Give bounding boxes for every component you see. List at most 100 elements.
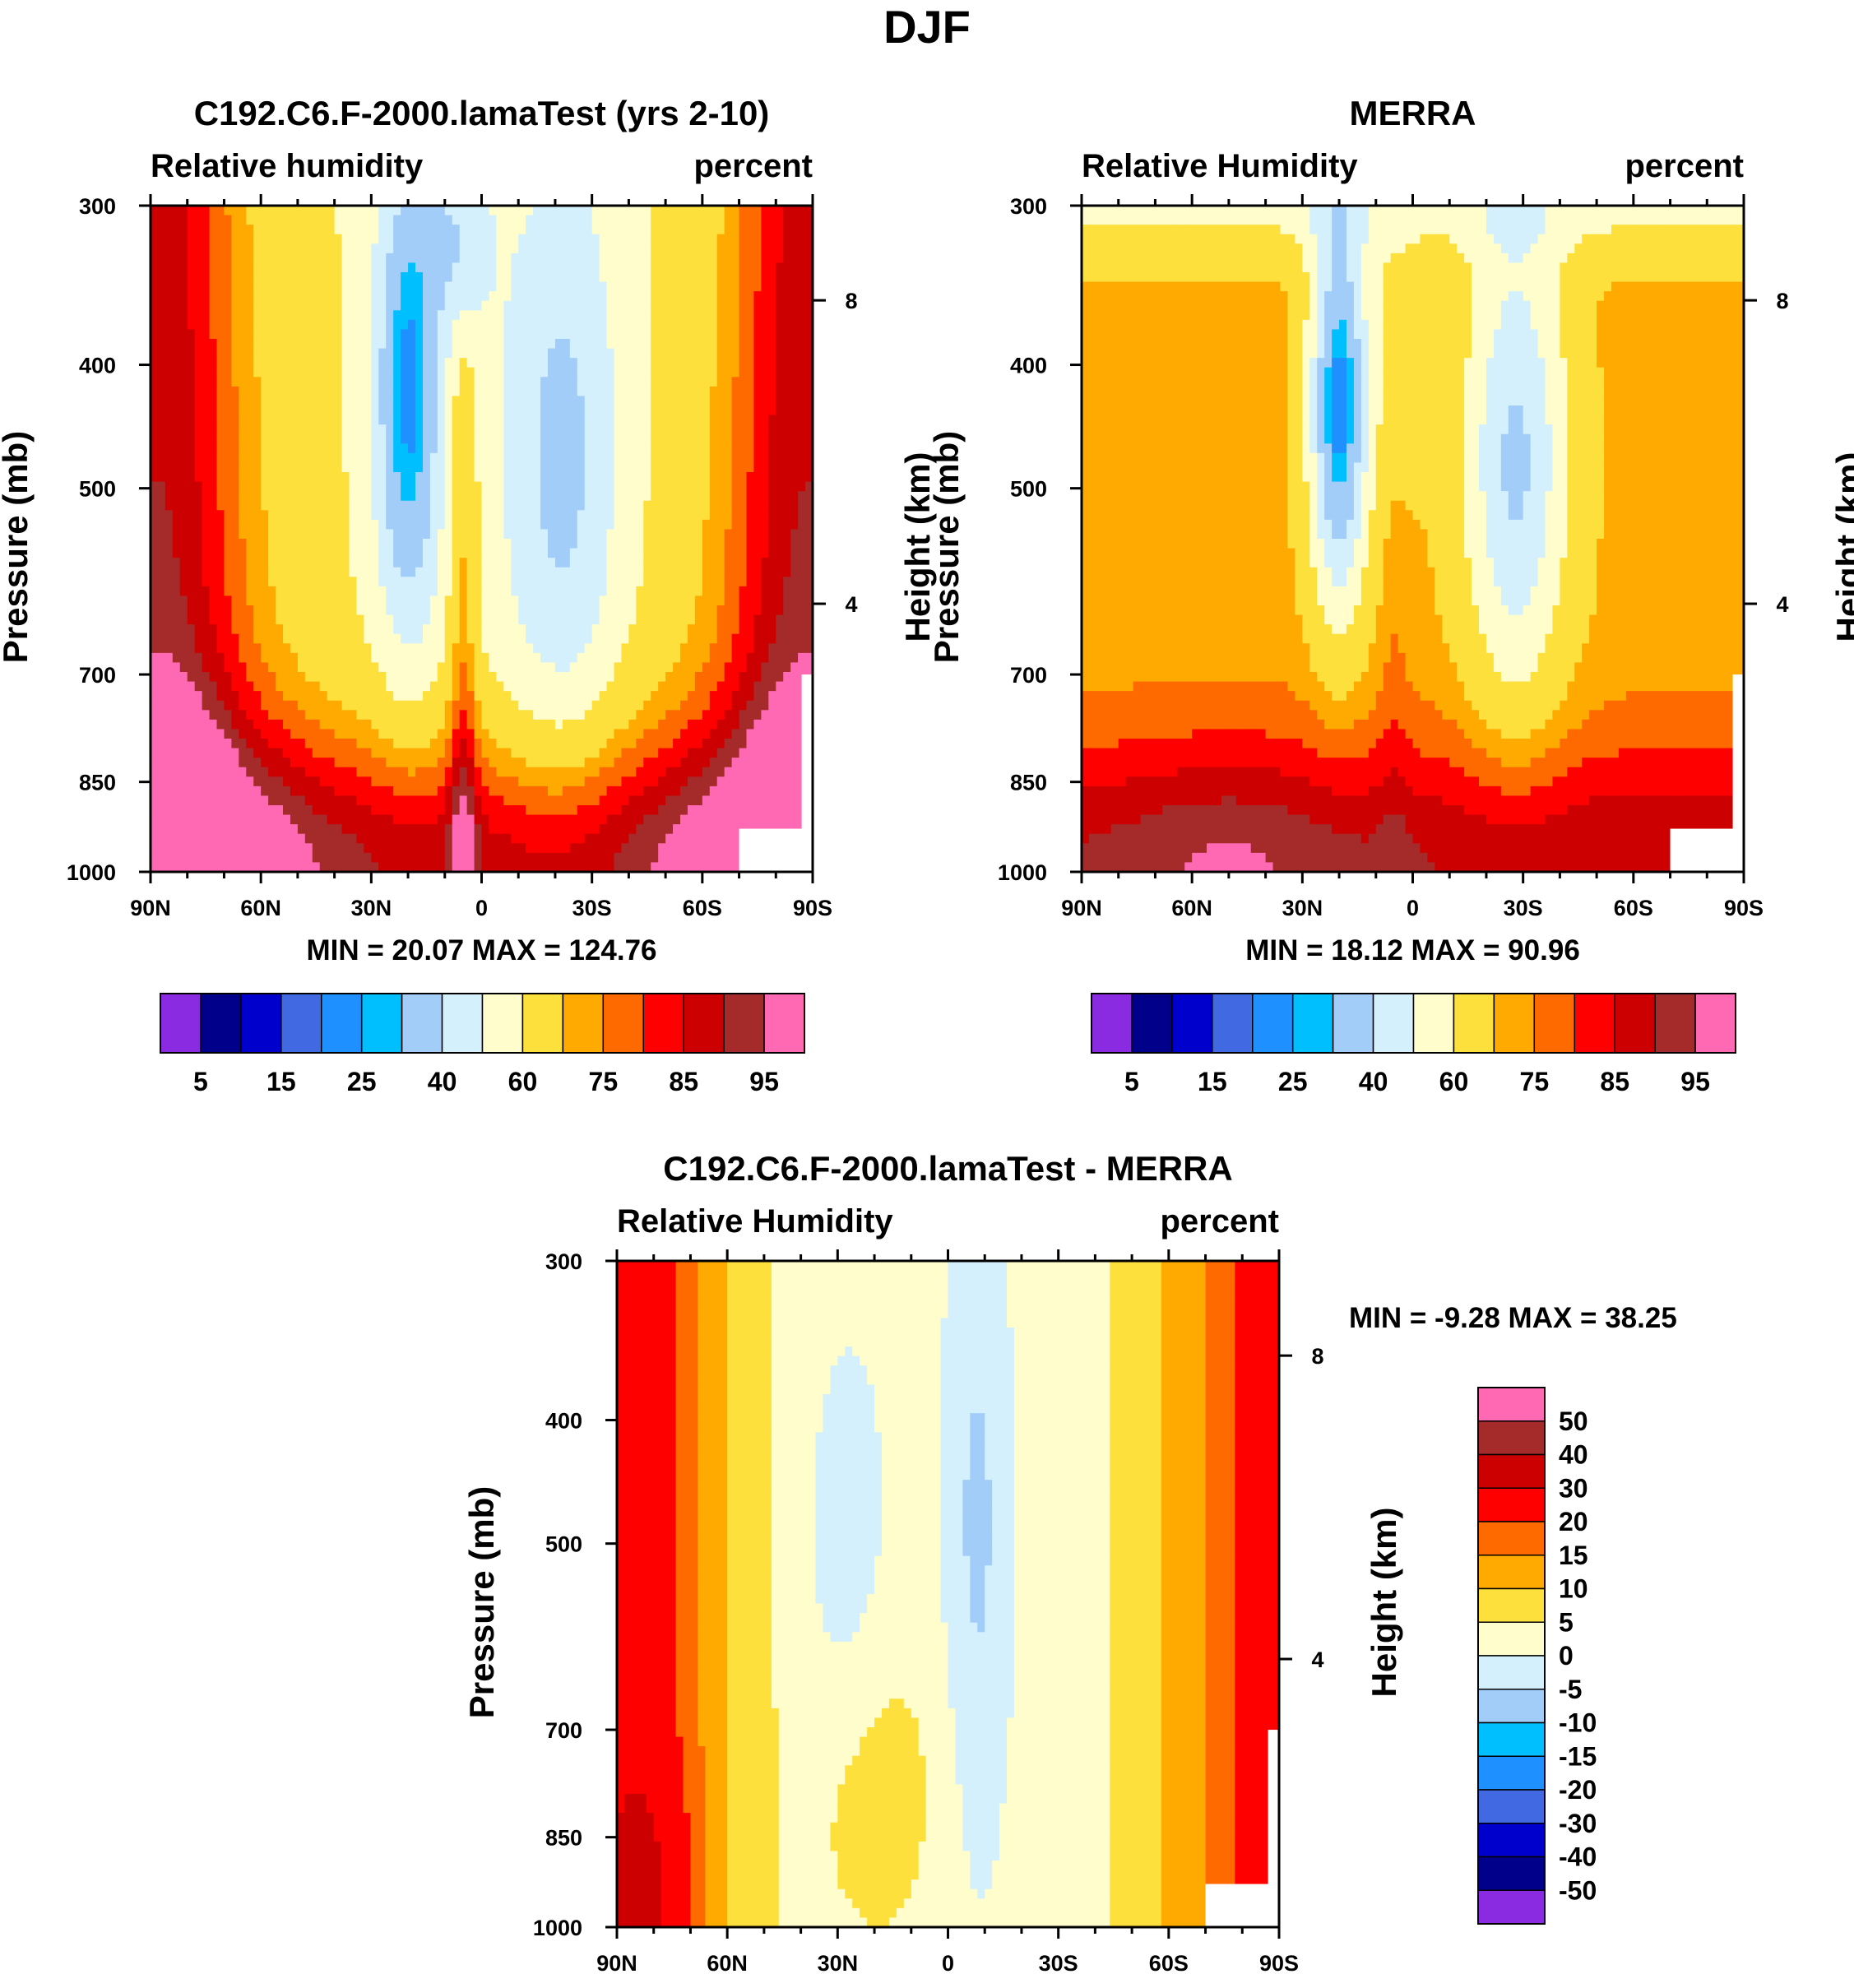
contour-cell — [246, 377, 254, 387]
contour-cell — [239, 301, 247, 311]
contour-cell — [393, 282, 401, 292]
contour-cell — [776, 206, 784, 215]
contour-cell — [356, 301, 364, 311]
contour-cell — [276, 253, 284, 263]
contour-cell — [165, 368, 174, 378]
contour-cell — [710, 577, 718, 586]
contour-cell — [327, 443, 336, 453]
contour-cell — [475, 615, 483, 625]
contour-cell — [621, 491, 629, 501]
contour-cell — [776, 634, 784, 644]
contour-cell — [621, 358, 629, 368]
contour-cell — [636, 520, 644, 530]
contour-cell — [401, 653, 409, 663]
contour-cell — [798, 329, 806, 339]
contour-cell — [438, 549, 446, 558]
contour-cell — [320, 634, 328, 644]
contour-cell — [533, 453, 541, 463]
contour-cell — [710, 349, 718, 359]
contour-cell — [386, 662, 394, 672]
contour-cell — [790, 624, 799, 634]
contour-cell — [607, 624, 615, 634]
contour-cell — [290, 349, 299, 359]
contour-cell — [548, 615, 556, 625]
contour-cell — [790, 472, 799, 482]
contour-cell — [607, 472, 615, 482]
contour-cell — [717, 243, 725, 253]
contour-cell — [261, 586, 269, 596]
contour-cell — [526, 615, 534, 625]
contour-cell — [430, 491, 438, 501]
contour-cell — [570, 662, 578, 672]
contour-cell — [423, 549, 431, 558]
contour-cell — [342, 310, 350, 320]
contour-cell — [165, 225, 174, 234]
contour-cell — [217, 605, 225, 615]
contour-cell — [665, 577, 674, 586]
contour-cell — [239, 595, 247, 605]
contour-cell — [673, 501, 681, 511]
contour-cell — [725, 329, 733, 339]
contour-cell — [717, 339, 725, 349]
contour-cell — [364, 568, 372, 577]
contour-cell — [408, 558, 416, 568]
contour-cell — [290, 549, 299, 558]
contour-cell — [438, 405, 446, 415]
contour-cell — [342, 225, 350, 234]
contour-cell — [239, 443, 247, 453]
contour-cell — [356, 624, 364, 634]
contour-cell — [378, 482, 387, 492]
contour-cell — [438, 387, 446, 396]
contour-cell — [239, 234, 247, 244]
contour-cell — [231, 368, 239, 378]
contour-cell — [482, 329, 490, 339]
contour-cell — [725, 615, 733, 625]
contour-cell — [158, 453, 166, 463]
contour-cell — [180, 568, 188, 577]
contour-cell — [283, 215, 291, 225]
contour-cell — [445, 634, 453, 644]
contour-cell — [356, 424, 364, 434]
contour-cell — [335, 225, 343, 234]
contour-cell — [231, 624, 239, 634]
contour-cell — [217, 329, 225, 339]
contour-cell — [327, 368, 336, 378]
contour-cell — [460, 539, 468, 549]
contour-cell — [393, 424, 401, 434]
contour-cell — [658, 482, 666, 492]
contour-cell — [592, 462, 600, 472]
contour-cell — [585, 272, 593, 282]
contour-cell — [408, 291, 416, 301]
contour-cell — [210, 653, 218, 663]
contour-cell — [452, 443, 461, 453]
contour-cell — [231, 215, 239, 225]
contour-cell — [217, 206, 225, 215]
contour-cell — [702, 320, 711, 330]
contour-cell — [298, 586, 306, 596]
contour-cell — [268, 577, 276, 586]
contour-cell — [783, 624, 791, 634]
contour-cell — [702, 653, 711, 663]
contour-cell — [607, 215, 615, 225]
contour-cell — [173, 291, 181, 301]
contour-cell — [717, 634, 725, 644]
contour-cell — [482, 653, 490, 663]
contour-cell — [313, 443, 321, 453]
contour-cell — [283, 358, 291, 368]
contour-cell — [401, 368, 409, 378]
contour-cell — [710, 339, 718, 349]
contour-cell — [335, 615, 343, 625]
contour-cell — [467, 558, 475, 568]
contour-cell — [342, 272, 350, 282]
contour-cell — [548, 310, 556, 320]
contour-cell — [165, 653, 174, 663]
contour-cell — [430, 501, 438, 511]
contour-cell — [688, 653, 696, 663]
contour-cell — [467, 368, 475, 378]
contour-cell — [276, 424, 284, 434]
contour-cell — [371, 634, 379, 644]
contour-cell — [753, 368, 762, 378]
contour-cell — [393, 558, 401, 568]
contour-cell — [496, 415, 504, 425]
contour-cell — [747, 443, 755, 453]
